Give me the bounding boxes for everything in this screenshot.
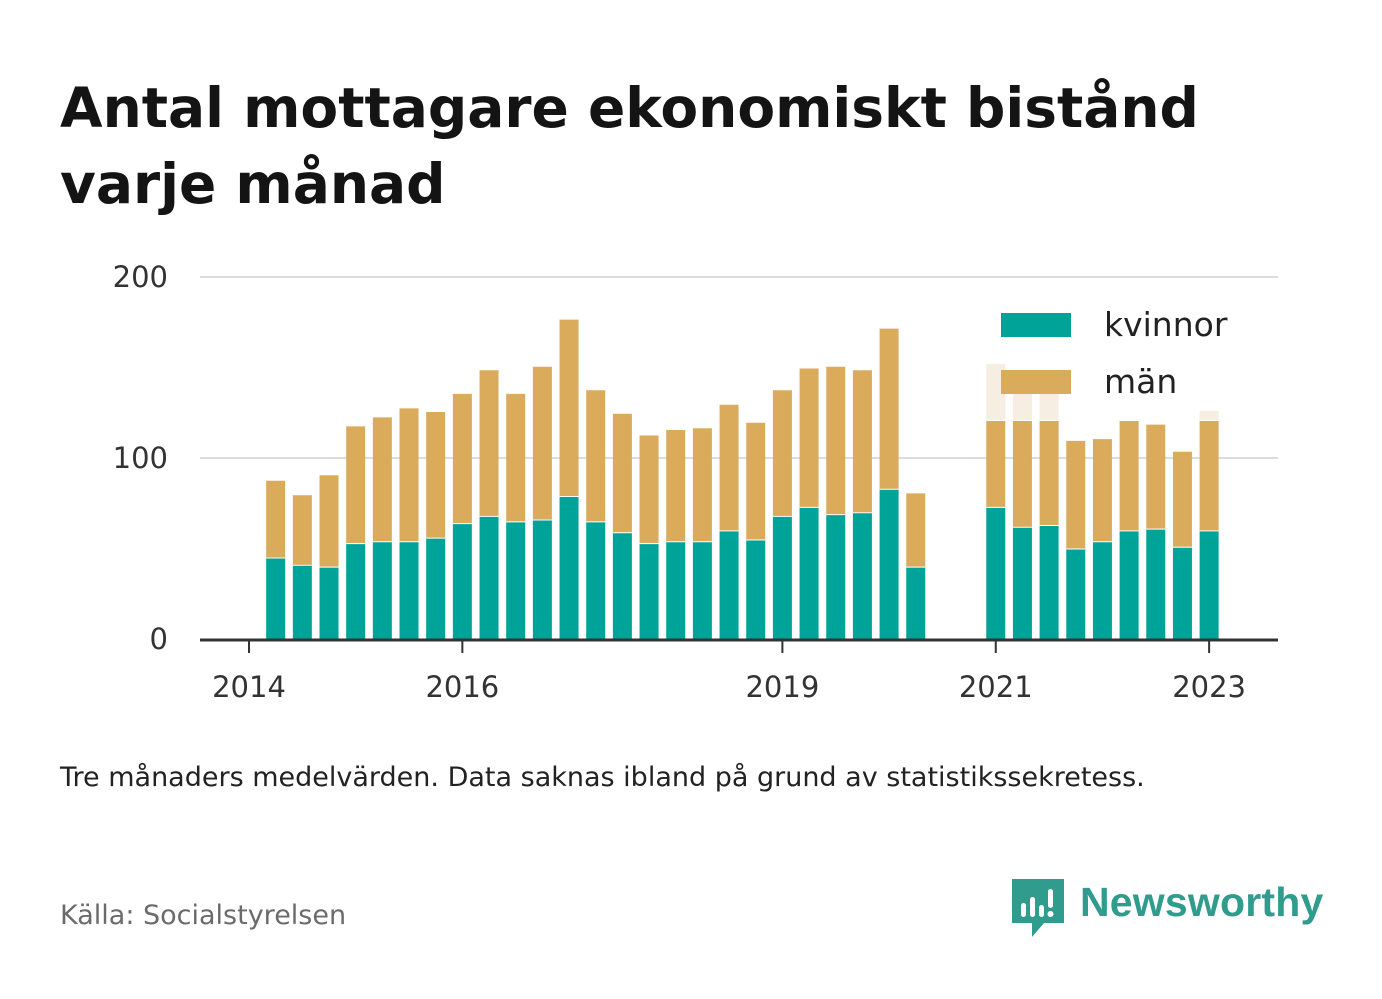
- bar-man: [1066, 439, 1086, 549]
- bar-man: [639, 434, 659, 544]
- newsworthy-logo-icon: [1012, 879, 1064, 937]
- legend-swatch-man: [1001, 370, 1071, 394]
- bar-kvinnor: [1012, 526, 1032, 639]
- bar-man: [319, 474, 339, 567]
- bar-man: [1119, 419, 1139, 531]
- bar-kvinnor: [1119, 530, 1139, 639]
- bar-kvinnor: [399, 541, 419, 639]
- bar-man: [452, 392, 472, 524]
- bar-kvinnor: [1199, 530, 1219, 639]
- bar-man: [1172, 450, 1192, 547]
- y-axis-tick-labels: 0 100 200: [113, 260, 168, 656]
- x-axis-tick-labels: 2014 2016 2019 2021 2023: [212, 670, 1246, 704]
- bar-kvinnor: [639, 543, 659, 639]
- bar-kvinnor: [746, 539, 766, 639]
- bar-kvinnor: [799, 506, 819, 639]
- bar-man: [612, 412, 632, 533]
- y-tick-label: 0: [150, 622, 168, 656]
- bar-kvinnor: [506, 521, 526, 639]
- bar-kvinnor: [612, 532, 632, 639]
- bar-kvinnor: [319, 566, 339, 639]
- bar-man: [1039, 419, 1059, 525]
- bar-man: [506, 392, 526, 522]
- bar-man: [292, 494, 312, 565]
- bar-man: [772, 389, 792, 516]
- legend: kvinnor män: [1001, 305, 1228, 401]
- bar-man: [719, 403, 739, 531]
- bar-man: [879, 327, 899, 489]
- chart-note: Tre månaders medelvärden. Data saknas ib…: [60, 762, 1145, 793]
- y-tick-label: 100: [113, 441, 168, 475]
- bar-kvinnor: [719, 530, 739, 639]
- bar-man: [986, 419, 1006, 507]
- bar-man: [559, 318, 579, 497]
- x-tick-label: 2021: [959, 670, 1033, 704]
- source-label: Källa: Socialstyrelsen: [60, 900, 347, 931]
- bar-kvinnor: [772, 515, 792, 639]
- bar-kvinnor: [906, 566, 926, 639]
- bar-man-uncertain: [986, 363, 1006, 420]
- bar-kvinnor: [852, 512, 872, 639]
- bar-kvinnor: [292, 564, 312, 639]
- brand-logo[interactable]: Newsworthy: [1010, 877, 1324, 941]
- bar-kvinnor: [1172, 546, 1192, 639]
- bar-man: [746, 421, 766, 540]
- bar-man-uncertain: [1199, 410, 1219, 420]
- bar-man: [1092, 438, 1112, 542]
- bar-man: [826, 365, 846, 515]
- bar-kvinnor: [1146, 528, 1166, 639]
- bar-man: [799, 367, 819, 507]
- legend-label: kvinnor: [1104, 305, 1228, 344]
- x-axis: [200, 638, 1278, 653]
- bar-kvinnor: [1039, 524, 1059, 639]
- bar-man: [426, 410, 446, 538]
- bar-kvinnor: [692, 541, 712, 639]
- bar-man: [532, 365, 552, 520]
- bar-kvinnor: [426, 537, 446, 639]
- bar-kvinnor: [346, 543, 366, 639]
- bar-man: [692, 427, 712, 542]
- legend-swatch-kvinnor: [1001, 313, 1071, 337]
- bar-man: [346, 425, 366, 544]
- bar-man: [1012, 419, 1032, 527]
- bars: [266, 317, 1219, 639]
- bar-man: [266, 479, 286, 558]
- brand-name: Newsworthy: [1080, 879, 1324, 925]
- bar-kvinnor: [452, 523, 472, 639]
- x-tick-label: 2023: [1172, 670, 1246, 704]
- bar-man: [852, 369, 872, 513]
- bar-kvinnor: [266, 557, 286, 639]
- bar-kvinnor: [479, 515, 499, 639]
- bar-kvinnor: [986, 506, 1006, 639]
- bar-kvinnor: [559, 496, 579, 639]
- x-tick-label: 2016: [425, 670, 499, 704]
- y-tick-label: 200: [113, 260, 168, 294]
- x-tick-label: 2014: [212, 670, 286, 704]
- bar-man: [479, 369, 499, 516]
- bar-man-uncertain: [1039, 389, 1059, 420]
- x-tick-label: 2019: [745, 670, 819, 704]
- bar-kvinnor: [532, 519, 552, 639]
- bar-kvinnor: [879, 488, 899, 639]
- bar-man: [399, 407, 419, 542]
- bar-kvinnor: [1092, 541, 1112, 639]
- bar-kvinnor: [586, 521, 606, 639]
- bar-man: [1146, 423, 1166, 529]
- chart-title: Antal mottagare ekonomiskt bistånd varje…: [60, 76, 1199, 216]
- bar-kvinnor: [1066, 548, 1086, 639]
- bar-man: [372, 416, 392, 542]
- bar-kvinnor: [666, 541, 686, 639]
- stacked-bar-chart: 0 100 200 2014 2016 2019 2021 2023 kvinnor män: [113, 260, 1278, 704]
- bar-man: [1199, 419, 1219, 531]
- bar-kvinnor: [372, 541, 392, 639]
- bar-man: [666, 429, 686, 542]
- bar-man: [586, 389, 606, 522]
- legend-label: män: [1104, 362, 1177, 401]
- bar-man: [906, 492, 926, 567]
- bar-kvinnor: [826, 514, 846, 639]
